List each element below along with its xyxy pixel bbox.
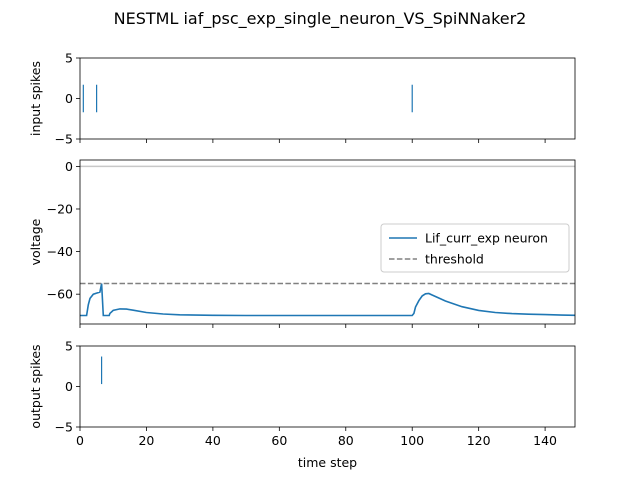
- y-tick-label: −5: [55, 132, 73, 147]
- y-axis-label: output spikes: [28, 344, 43, 428]
- axes-frame: [79, 57, 576, 140]
- y-tick-label: 5: [65, 339, 73, 354]
- legend-entry: threshold: [425, 252, 484, 267]
- axes-frame: [79, 345, 576, 428]
- y-tick-label: −60: [47, 287, 73, 302]
- y-tick-label: 0: [65, 159, 73, 174]
- x-tick-label: 140: [533, 433, 557, 448]
- y-axis-label: input spikes: [28, 61, 43, 136]
- x-axis-label: time step: [298, 455, 357, 470]
- x-tick-label: 100: [400, 433, 424, 448]
- legend: Lif_curr_exp neuron threshold: [380, 223, 570, 273]
- y-tick-label: −5: [55, 420, 73, 435]
- legend-box: [380, 223, 570, 273]
- y-tick-label: −20: [47, 201, 73, 216]
- x-tick-label: 80: [338, 433, 354, 448]
- y-tick-label: 0: [65, 379, 73, 394]
- plot-area: [82, 84, 413, 113]
- axes-frame: [79, 159, 576, 325]
- plot-area: [80, 165, 575, 317]
- x-tick-label: 0: [76, 433, 84, 448]
- y-tick-label: 5: [65, 51, 73, 66]
- y-axis-label: voltage: [28, 218, 43, 265]
- subplot-2: Lif_curr_exp neuron threshold 0 −20 −40 −60 vo…: [28, 159, 576, 328]
- y-tick-label: 0: [65, 91, 73, 106]
- x-tick-label: 40: [205, 433, 221, 448]
- x-tick-label: 20: [138, 433, 154, 448]
- subplot-1: −5 0 5 input spikes: [28, 51, 576, 147]
- x-tick-label: 60: [271, 433, 287, 448]
- y-tick-label: −40: [47, 244, 73, 259]
- series-line: [80, 283, 575, 317]
- legend-entry: Lif_curr_exp neuron: [425, 231, 548, 246]
- x-tick-label: 120: [467, 433, 491, 448]
- chart-title: NESTML iaf_psc_exp_single_neuron_VS_SpiN…: [114, 9, 527, 29]
